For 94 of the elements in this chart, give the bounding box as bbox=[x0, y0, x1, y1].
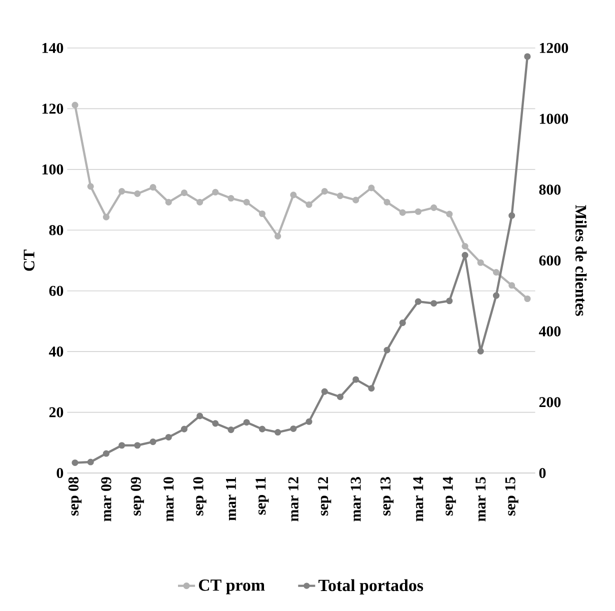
y2-tick-label: 1200 bbox=[540, 42, 568, 54]
y-axis-title: CT bbox=[24, 250, 34, 271]
y-tick-label: 0 bbox=[56, 468, 64, 478]
y2-axis-title: Miles de clientes bbox=[575, 204, 587, 316]
point bbox=[118, 442, 126, 449]
legend-label: CT prom bbox=[198, 579, 265, 594]
point bbox=[258, 426, 266, 432]
point bbox=[414, 298, 422, 305]
point bbox=[243, 419, 250, 426]
point bbox=[102, 450, 110, 457]
point bbox=[196, 198, 204, 206]
y-tick-label: 40 bbox=[48, 346, 64, 357]
point bbox=[72, 459, 78, 466]
y-tick-label: 60 bbox=[49, 286, 64, 296]
point bbox=[150, 438, 156, 446]
point bbox=[414, 208, 422, 215]
point bbox=[399, 320, 406, 326]
point bbox=[352, 376, 360, 383]
point bbox=[336, 192, 344, 200]
point bbox=[118, 188, 126, 195]
point bbox=[165, 198, 172, 206]
y2-tick-label: 400 bbox=[538, 326, 561, 336]
y2-tick-label: 200 bbox=[539, 397, 561, 408]
x-tick-label: sep 11 bbox=[256, 477, 269, 515]
point bbox=[524, 295, 531, 302]
point bbox=[368, 184, 375, 192]
x-tick-label: sep 08 bbox=[68, 477, 82, 516]
point bbox=[336, 394, 344, 400]
x-tick-label: sep 14 bbox=[442, 476, 456, 516]
y-tick-label: 140 bbox=[42, 42, 64, 54]
point bbox=[477, 348, 484, 354]
point bbox=[321, 388, 328, 395]
point bbox=[446, 298, 453, 304]
x-tick-label: mar 14 bbox=[413, 476, 424, 522]
y2-tick-label: 600 bbox=[539, 255, 561, 266]
y2-tick-label: 800 bbox=[539, 184, 561, 195]
point bbox=[368, 385, 375, 392]
point bbox=[274, 232, 282, 240]
point bbox=[446, 210, 453, 218]
point bbox=[150, 184, 156, 191]
point bbox=[290, 425, 297, 432]
point bbox=[87, 458, 94, 466]
x-tick-label: mar 15 bbox=[476, 477, 486, 522]
y-tick-label: 20 bbox=[49, 407, 64, 418]
point bbox=[492, 269, 500, 276]
y2-tick-label: 0 bbox=[539, 468, 546, 478]
x-tick-label: mar 11 bbox=[226, 477, 236, 521]
point bbox=[274, 428, 282, 436]
y-tick-label: 100 bbox=[42, 164, 64, 174]
point bbox=[321, 188, 328, 195]
point bbox=[384, 346, 390, 354]
point bbox=[384, 198, 390, 206]
x-tick-label: sep 10 bbox=[193, 477, 206, 516]
point bbox=[180, 190, 188, 196]
point bbox=[228, 426, 234, 434]
point bbox=[524, 53, 531, 60]
point bbox=[196, 412, 204, 420]
point bbox=[508, 212, 516, 219]
point bbox=[508, 282, 516, 289]
point bbox=[180, 426, 188, 432]
point bbox=[430, 300, 438, 307]
x-tick-label: mar 13 bbox=[350, 477, 361, 522]
point bbox=[462, 242, 468, 250]
legend-label: Total portados bbox=[318, 579, 424, 595]
y-tick-label: 120 bbox=[42, 104, 64, 114]
point bbox=[102, 214, 110, 220]
point bbox=[462, 252, 468, 258]
point bbox=[290, 192, 297, 198]
point bbox=[243, 198, 250, 206]
point bbox=[212, 188, 219, 196]
x-tick-label: mar 12 bbox=[288, 477, 298, 522]
point bbox=[306, 201, 312, 208]
point bbox=[212, 420, 219, 427]
point bbox=[492, 292, 500, 299]
point bbox=[306, 418, 312, 425]
point bbox=[258, 210, 266, 218]
point bbox=[165, 434, 172, 441]
x-tick-label: mar 10 bbox=[164, 477, 174, 522]
y-tick-label: 80 bbox=[49, 225, 64, 236]
x-tick-label: mar 09 bbox=[101, 477, 112, 522]
point bbox=[430, 204, 438, 211]
point bbox=[228, 194, 234, 202]
point bbox=[399, 209, 406, 216]
point bbox=[87, 183, 94, 190]
x-tick-label: sep 13 bbox=[380, 477, 394, 516]
x-tick-label: sep 15 bbox=[505, 477, 518, 516]
point bbox=[134, 442, 141, 449]
point bbox=[477, 259, 484, 266]
point bbox=[72, 102, 78, 108]
point bbox=[134, 190, 141, 197]
point bbox=[352, 196, 360, 204]
x-tick-label: sep 12 bbox=[318, 477, 332, 516]
x-tick-label: sep 09 bbox=[130, 477, 144, 516]
y2-tick-label: 1000 bbox=[540, 114, 568, 124]
